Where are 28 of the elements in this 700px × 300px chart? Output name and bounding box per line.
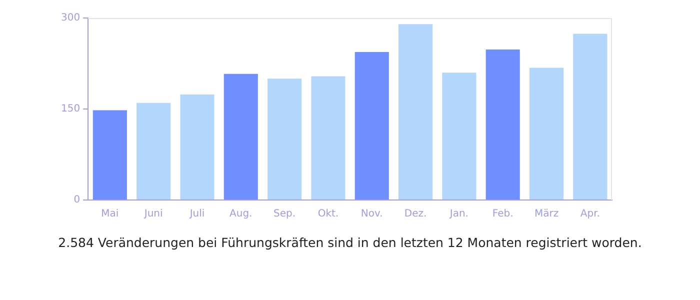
bar: [180, 94, 214, 200]
x-tick-label: Sep.: [274, 208, 296, 220]
x-tick-label: Apr.: [580, 208, 600, 220]
y-tick-label: 0: [74, 194, 80, 206]
x-tick-label: Dez.: [404, 208, 427, 220]
y-tick-label: 300: [60, 12, 80, 24]
x-tick-label: Juni: [143, 208, 163, 220]
bar: [442, 72, 476, 200]
bar: [311, 76, 346, 200]
x-tick-label: Nov.: [360, 208, 383, 220]
x-tick-label: Jan.: [448, 208, 468, 220]
x-tick-label: Aug.: [230, 208, 252, 220]
bar: [573, 34, 608, 200]
y-tick-label: 150: [60, 104, 80, 115]
x-tick-label: Okt.: [318, 208, 339, 220]
x-tick-label: Juli: [188, 208, 205, 220]
x-tick-label: März: [534, 208, 559, 220]
bar: [268, 78, 302, 200]
text: 2.584 Veränderungen bei Führungskräften sind in den letzten 12 Monaten registriert worden.: [57, 235, 643, 250]
bar: [398, 24, 433, 200]
bar: [224, 74, 258, 200]
x-tick-label: Mai: [101, 208, 119, 220]
x-tick-label: Feb.: [492, 208, 514, 220]
bar: [486, 50, 520, 200]
bar: [529, 68, 564, 200]
bar: [354, 52, 389, 200]
bar: [92, 110, 127, 200]
bar: [136, 102, 171, 200]
